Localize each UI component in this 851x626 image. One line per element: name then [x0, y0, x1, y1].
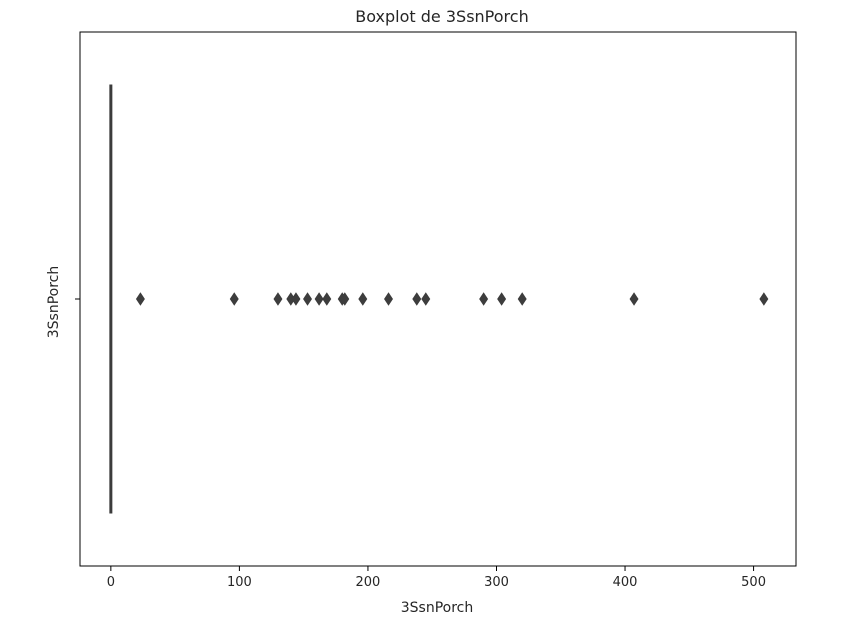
chart-marks: [109, 84, 769, 514]
outlier-point: [303, 292, 313, 306]
x-axis-ticks: 0 100 200 300 400 500: [107, 566, 766, 590]
x-tick-label: 400: [613, 575, 638, 590]
x-tick-label: 0: [107, 575, 115, 590]
outlier-point: [135, 292, 145, 306]
x-tick-label: 200: [356, 575, 381, 590]
outlier-point: [291, 292, 301, 306]
outlier-point: [412, 292, 422, 306]
outlier-point: [229, 292, 239, 306]
chart-title: Boxplot de 3SsnPorch: [355, 7, 528, 26]
outlier-point: [340, 292, 350, 306]
outlier-point: [517, 292, 527, 306]
x-tick-label: 500: [741, 575, 766, 590]
outlier-point: [273, 292, 283, 306]
outlier-point: [421, 292, 431, 306]
outlier-point: [314, 292, 324, 306]
outlier-point: [479, 292, 489, 306]
outlier-point: [759, 292, 769, 306]
outlier-point: [497, 292, 507, 306]
outlier-point: [384, 292, 393, 306]
y-axis-label: 3SsnPorch: [46, 266, 62, 339]
outlier-point: [629, 292, 639, 306]
x-tick-label: 300: [484, 575, 509, 590]
outlier-point: [358, 292, 368, 306]
outlier-point: [322, 292, 332, 306]
x-tick-label: 100: [227, 575, 252, 590]
x-axis-label: 3SsnPorch: [401, 600, 474, 616]
plot-area-frame: [79, 31, 797, 567]
